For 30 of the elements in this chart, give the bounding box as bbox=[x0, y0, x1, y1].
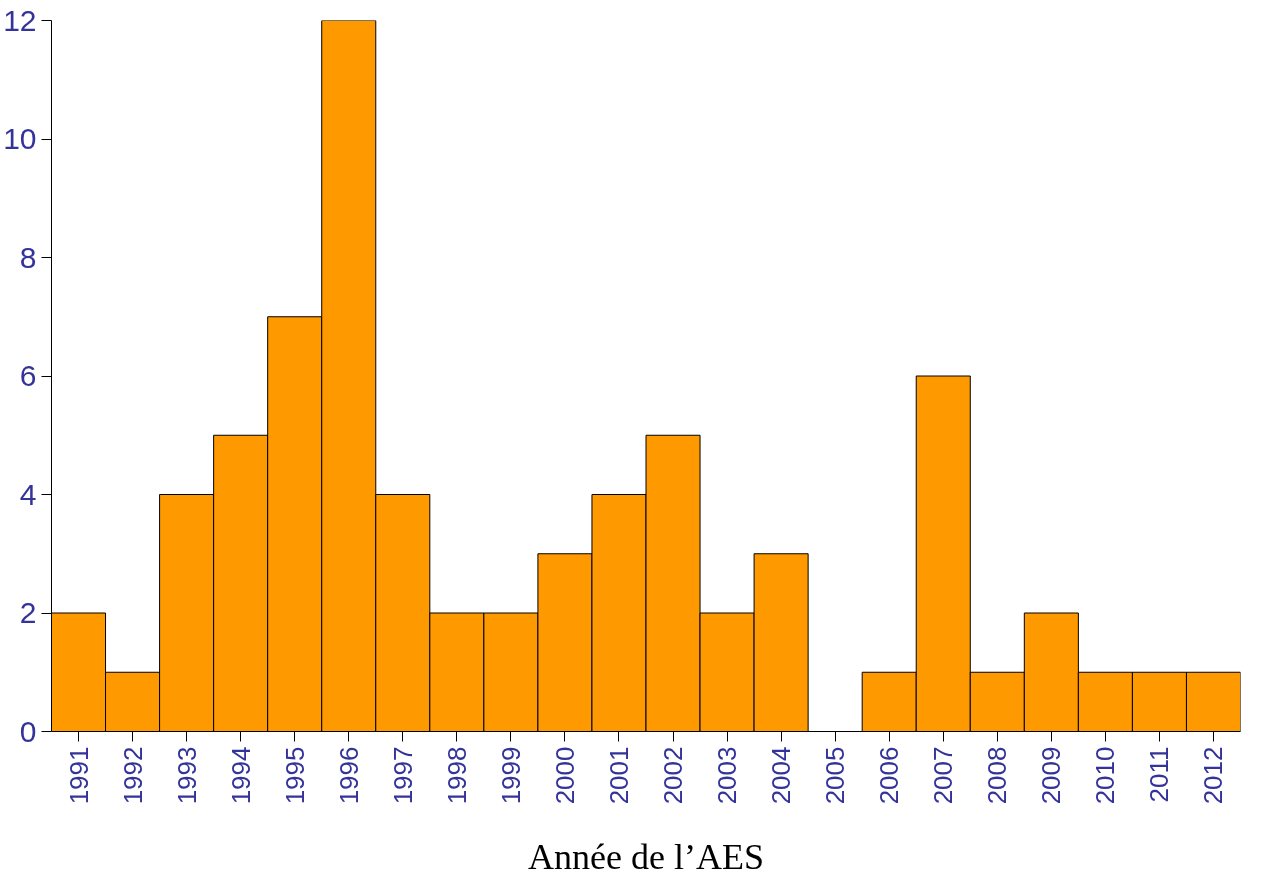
x-tick-label: 2010 bbox=[1090, 746, 1121, 805]
y-tick-label: 8 bbox=[19, 240, 37, 274]
x-tick-label: 2004 bbox=[766, 746, 797, 805]
x-tick-label: 2007 bbox=[928, 746, 959, 805]
y-tick-label: 10 bbox=[3, 122, 37, 155]
y-tick-label: 6 bbox=[19, 359, 37, 392]
x-tick-label: 2000 bbox=[549, 746, 580, 805]
x-tick-label: 1991 bbox=[63, 746, 94, 805]
x-tick-label: 2008 bbox=[982, 746, 1013, 805]
x-tick-label: 1992 bbox=[117, 746, 148, 805]
x-tick-label: 2006 bbox=[874, 746, 905, 805]
x-tick-label: 2002 bbox=[658, 746, 689, 805]
x-tick-label: 2012 bbox=[1198, 746, 1229, 805]
x-axis-title: Année de l’AES bbox=[528, 837, 764, 878]
y-tick-label: 0 bbox=[19, 714, 37, 748]
x-tick-label: 2009 bbox=[1036, 746, 1067, 805]
x-tick-label: 1998 bbox=[441, 746, 472, 805]
y-tick-label: 12 bbox=[3, 3, 37, 37]
x-tick-label: 1993 bbox=[171, 746, 202, 805]
y-tick-label: 4 bbox=[19, 477, 37, 511]
x-tick-label: 1996 bbox=[333, 746, 364, 805]
y-tick-label: 2 bbox=[19, 596, 37, 629]
x-tick-label: 1997 bbox=[387, 746, 418, 805]
x-tick-label: 1995 bbox=[279, 746, 310, 805]
x-tick-label: 2001 bbox=[603, 746, 634, 805]
x-tick-label: 2011 bbox=[1144, 746, 1175, 803]
x-tick-label: 2003 bbox=[712, 746, 743, 805]
x-tick-label: 1994 bbox=[225, 746, 256, 805]
x-tick-label: 1999 bbox=[495, 746, 526, 805]
x-tick-label: 2005 bbox=[820, 746, 851, 805]
